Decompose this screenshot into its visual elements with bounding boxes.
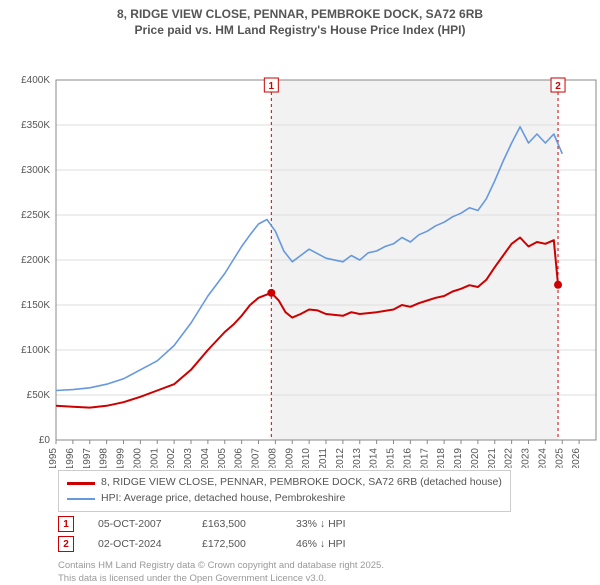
attribution: Contains HM Land Registry data © Crown c…	[58, 560, 384, 585]
attribution-line-1: Contains HM Land Registry data © Crown c…	[58, 560, 384, 572]
sale-marker-2: 2	[58, 536, 74, 552]
legend-label-price: 8, RIDGE VIEW CLOSE, PENNAR, PEMBROKE DO…	[101, 475, 502, 491]
sale-date-1: 05-OCT-2007	[98, 518, 178, 530]
svg-text:2015: 2015	[386, 448, 397, 468]
svg-text:2: 2	[555, 81, 561, 92]
attribution-line-2: This data is licensed under the Open Gov…	[58, 573, 384, 585]
svg-text:1997: 1997	[82, 448, 93, 468]
svg-text:2019: 2019	[453, 448, 464, 468]
legend-swatch-price	[67, 482, 95, 485]
svg-text:£200K: £200K	[21, 255, 50, 266]
svg-text:2008: 2008	[267, 448, 278, 468]
svg-text:2021: 2021	[487, 448, 498, 468]
sale-delta-2: 46% ↓ HPI	[296, 538, 386, 550]
svg-text:2004: 2004	[200, 448, 211, 468]
svg-text:2003: 2003	[183, 448, 194, 468]
svg-text:£0: £0	[39, 435, 51, 446]
svg-text:2007: 2007	[251, 448, 262, 468]
svg-text:2010: 2010	[301, 448, 312, 468]
sales-table: 1 05-OCT-2007 £163,500 33% ↓ HPI 2 02-OC…	[58, 516, 386, 556]
svg-text:2013: 2013	[352, 448, 363, 468]
legend-row-price: 8, RIDGE VIEW CLOSE, PENNAR, PEMBROKE DO…	[67, 475, 502, 491]
svg-text:2009: 2009	[284, 448, 295, 468]
svg-text:2001: 2001	[149, 448, 160, 468]
svg-text:1996: 1996	[65, 448, 76, 468]
svg-text:£100K: £100K	[21, 345, 50, 356]
svg-text:2020: 2020	[470, 448, 481, 468]
sale-marker-1-num: 1	[63, 519, 69, 530]
svg-text:£250K: £250K	[21, 210, 50, 221]
sale-price-1: £163,500	[202, 518, 272, 530]
price-chart: £0 £50K £100K £150K £200K £250K £300K £350K £400…	[0, 38, 600, 468]
chart-container: £0 £50K £100K £150K £200K £250K £300K £350K £400…	[0, 38, 600, 473]
svg-text:1998: 1998	[99, 448, 110, 468]
sale-row-2: 2 02-OCT-2024 £172,500 46% ↓ HPI	[58, 536, 386, 552]
svg-text:1: 1	[269, 81, 275, 92]
legend-row-hpi: HPI: Average price, detached house, Pemb…	[67, 491, 502, 507]
svg-text:2006: 2006	[234, 448, 245, 468]
sale-date-2: 02-OCT-2024	[98, 538, 178, 550]
svg-text:£50K: £50K	[27, 390, 51, 401]
sale-marker-2-num: 2	[63, 539, 69, 550]
sale-marker-1: 1	[58, 516, 74, 532]
svg-text:2026: 2026	[571, 448, 582, 468]
svg-text:2022: 2022	[504, 448, 515, 468]
title-line-2: Price paid vs. HM Land Registry's House …	[0, 22, 600, 38]
chart-title-block: 8, RIDGE VIEW CLOSE, PENNAR, PEMBROKE DO…	[0, 0, 600, 38]
svg-text:£350K: £350K	[21, 120, 50, 131]
svg-text:2018: 2018	[436, 448, 447, 468]
svg-text:£400K: £400K	[21, 75, 50, 86]
title-line-1: 8, RIDGE VIEW CLOSE, PENNAR, PEMBROKE DO…	[0, 6, 600, 22]
sale-delta-1: 33% ↓ HPI	[296, 518, 386, 530]
sale-row-1: 1 05-OCT-2007 £163,500 33% ↓ HPI	[58, 516, 386, 532]
svg-text:2025: 2025	[554, 448, 565, 468]
svg-text:1999: 1999	[116, 448, 127, 468]
svg-text:1995: 1995	[48, 448, 59, 468]
svg-text:2014: 2014	[369, 448, 380, 468]
legend: 8, RIDGE VIEW CLOSE, PENNAR, PEMBROKE DO…	[58, 470, 511, 512]
svg-text:2016: 2016	[402, 448, 413, 468]
sale-price-2: £172,500	[202, 538, 272, 550]
svg-text:2024: 2024	[537, 448, 548, 468]
svg-text:2011: 2011	[318, 448, 329, 468]
svg-text:2012: 2012	[335, 448, 346, 468]
svg-text:2005: 2005	[217, 448, 228, 468]
svg-text:2017: 2017	[419, 448, 430, 468]
svg-text:2002: 2002	[166, 448, 177, 468]
legend-label-hpi: HPI: Average price, detached house, Pemb…	[101, 491, 345, 507]
svg-text:£300K: £300K	[21, 165, 50, 176]
svg-text:£150K: £150K	[21, 300, 50, 311]
legend-swatch-hpi	[67, 498, 95, 500]
svg-text:2023: 2023	[521, 448, 532, 468]
svg-text:2000: 2000	[132, 448, 143, 468]
